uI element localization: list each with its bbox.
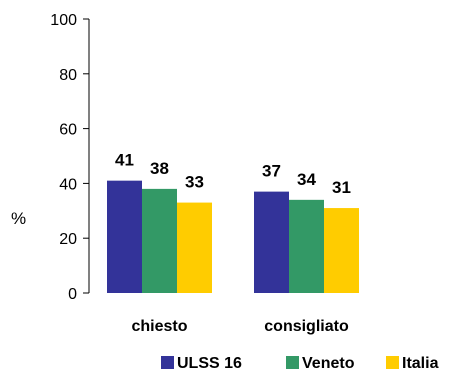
data-label-consigliato-italia: 31 <box>332 178 351 197</box>
y-tick-label-0: 0 <box>68 286 77 303</box>
y-tick-label-60: 60 <box>59 122 77 139</box>
y-tick-label-40: 40 <box>59 176 77 193</box>
bar-chiesto-veneto <box>142 188 177 293</box>
bar-chiesto-ulss-16 <box>107 180 142 293</box>
data-label-consigliato-veneto: 34 <box>297 170 316 189</box>
bar-consigliato-ulss-16 <box>254 191 289 293</box>
bars <box>107 180 359 293</box>
legend: ULSS 16 Veneto Italia <box>161 355 439 372</box>
data-label-chiesto-ulss-16: 41 <box>115 151 134 170</box>
y-axis: 0 20 40 60 80 100 <box>50 12 90 303</box>
legend-label-ulss-16: ULSS 16 <box>177 355 242 372</box>
legend-swatch-veneto <box>286 356 299 369</box>
bar-consigliato-veneto <box>289 199 324 293</box>
data-label-consigliato-ulss-16: 37 <box>262 162 281 181</box>
y-tick-label-100: 100 <box>50 12 77 29</box>
category-labels: chiesto consigliato <box>131 318 348 335</box>
y-tick-label-80: 80 <box>59 67 77 84</box>
category-label-chiesto: chiesto <box>131 318 187 335</box>
bar-chiesto-italia <box>177 202 212 293</box>
data-labels: 41 38 33 37 34 31 <box>115 151 351 197</box>
legend-label-veneto: Veneto <box>302 355 355 372</box>
y-tick-label-20: 20 <box>59 231 77 248</box>
legend-swatch-italia <box>386 356 399 369</box>
data-label-chiesto-veneto: 38 <box>150 159 169 178</box>
legend-swatch-ulss-16 <box>161 356 174 369</box>
y-axis-title: % <box>11 209 26 228</box>
category-label-consigliato: consigliato <box>264 318 349 335</box>
bar-consigliato-italia <box>324 208 359 293</box>
data-label-chiesto-italia: 33 <box>185 173 204 192</box>
legend-label-italia: Italia <box>402 355 439 372</box>
